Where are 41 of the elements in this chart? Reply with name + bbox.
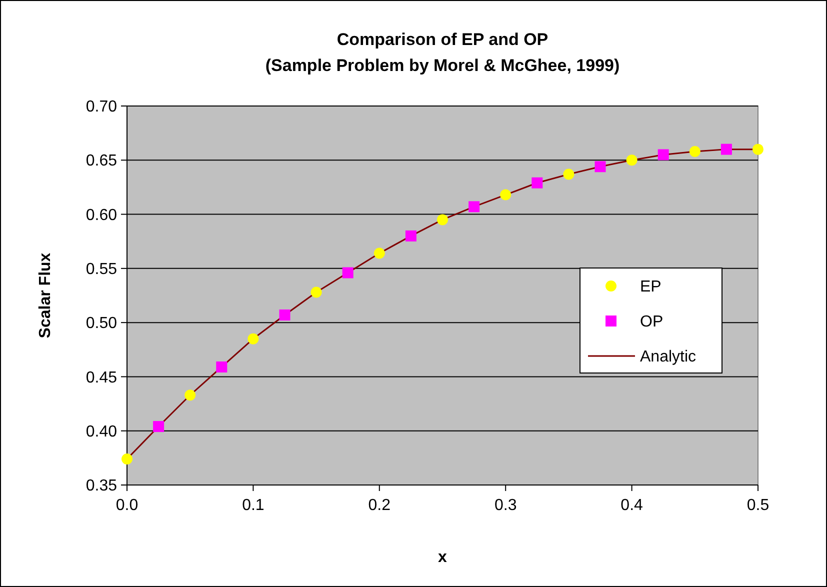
x-tick-label: 0.4 — [620, 497, 644, 514]
y-axis-title: Scalar Flux — [37, 252, 54, 338]
point — [122, 454, 132, 465]
chart-title: Comparison of EP and OP (Sample Problem by Morel & McGhee, 1999) — [265, 30, 620, 75]
y-tick-label: 0.35 — [86, 478, 118, 495]
x-tick-label: 0.0 — [116, 497, 138, 514]
point — [689, 146, 700, 157]
point — [405, 230, 416, 242]
point — [626, 154, 638, 166]
point — [468, 201, 480, 212]
y-tick-label: 0.60 — [86, 206, 118, 224]
y-tick-label: 0.50 — [86, 315, 118, 332]
point — [532, 177, 543, 188]
point — [594, 161, 606, 172]
point — [658, 149, 669, 160]
point — [720, 144, 732, 155]
x-tick-label: 0.3 — [494, 497, 517, 514]
point — [374, 248, 385, 259]
point — [563, 168, 574, 180]
point — [437, 214, 448, 226]
y-tick-label: 0.55 — [86, 261, 118, 278]
point — [184, 390, 196, 401]
y-tick-label: 0.65 — [86, 152, 118, 170]
point — [500, 189, 512, 200]
y-tick-label: 0.45 — [86, 369, 118, 386]
point — [342, 267, 354, 278]
point — [752, 144, 764, 155]
point — [216, 361, 228, 372]
point — [310, 286, 322, 298]
legend-label: EP — [640, 278, 662, 296]
x-tick-label: 0.2 — [368, 497, 391, 514]
y-tick-label: 0.70 — [86, 98, 118, 116]
y-tick-label: 0.40 — [86, 423, 118, 440]
x-axis-title: x — [438, 549, 448, 566]
legend-label: Analytic — [640, 348, 696, 366]
x-tick-label: 0.1 — [242, 497, 264, 514]
x-tick-label: 0.5 — [746, 497, 770, 514]
legend-label: OP — [640, 314, 664, 331]
point — [279, 309, 290, 320]
point — [153, 421, 164, 432]
point — [248, 333, 259, 344]
